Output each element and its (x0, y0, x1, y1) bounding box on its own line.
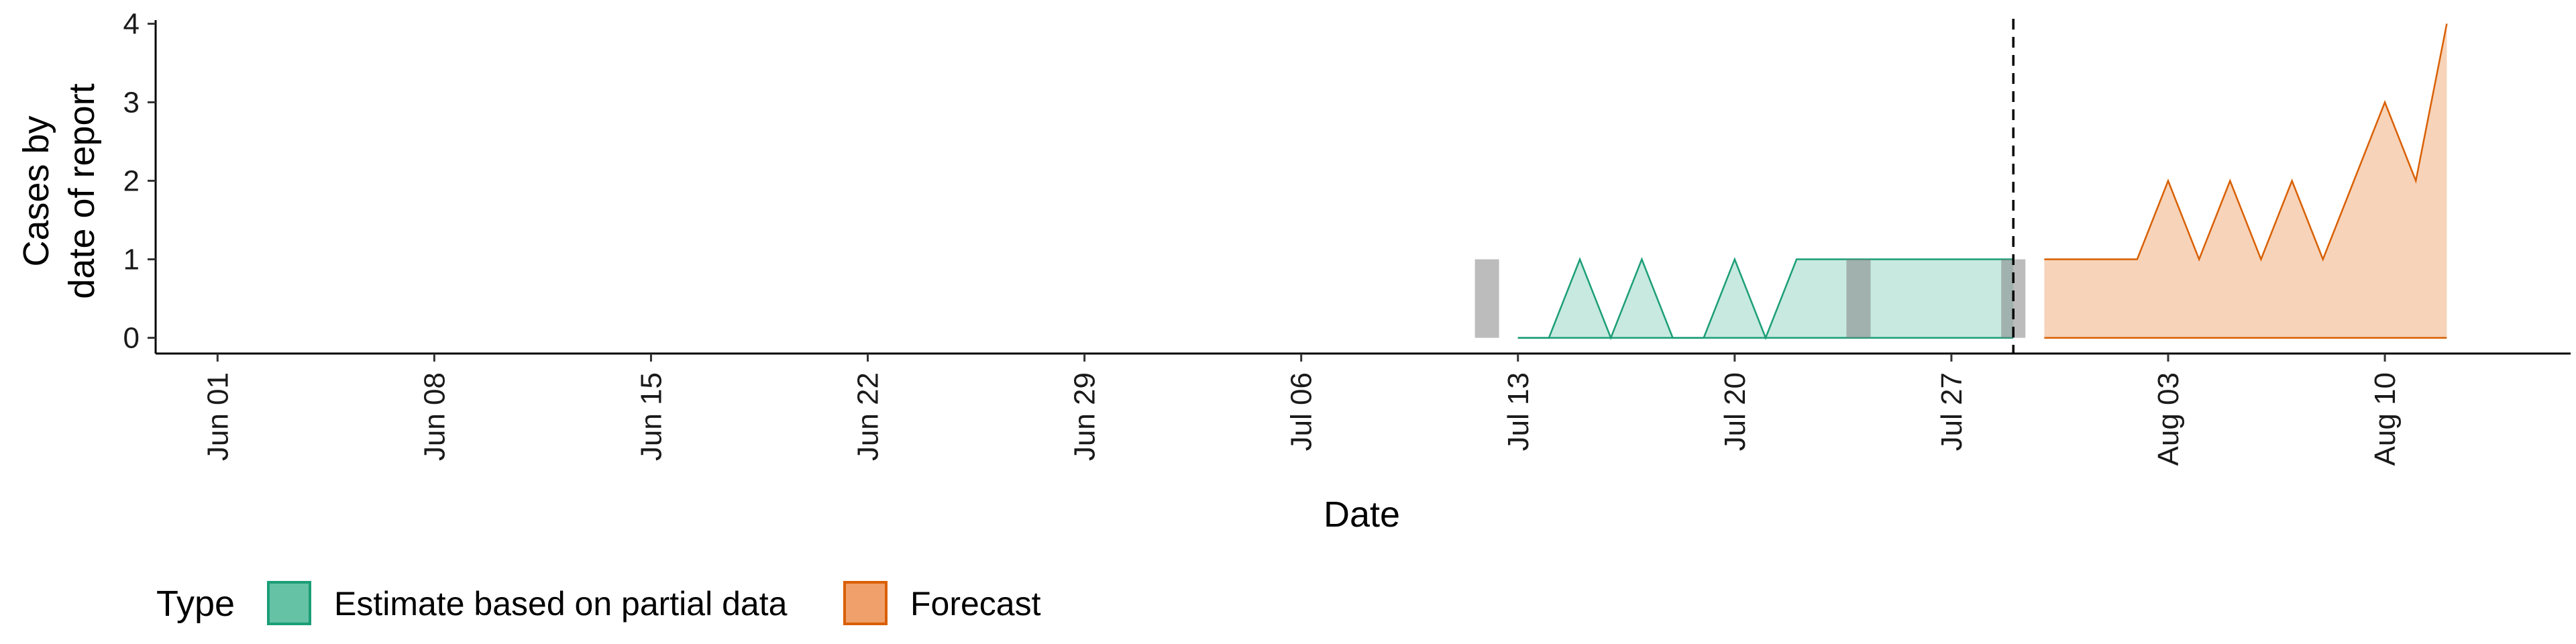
y-tick-label: 3 (123, 86, 140, 119)
grey-bar-1 (1846, 259, 1871, 338)
legend: Type Estimate based on partial data Fore… (156, 581, 1041, 625)
y-axis-title-line-1: Cases by (16, 115, 56, 266)
x-tick-label: Jul 27 (1935, 372, 1968, 451)
x-tick-label: Jul 20 (1719, 372, 1752, 451)
y-axis-title-line-2: date of report (62, 83, 102, 299)
series-area-0 (1517, 259, 2014, 338)
x-tick-label: Jun 15 (635, 372, 667, 461)
plot-area: 0 1 2 3 4 Jun 01 Jun 08 Jun 15 Jun 22 Jun 29 Jul 0… (123, 7, 2571, 466)
y-tick-label: 0 (123, 322, 140, 355)
x-tick-label: Aug 10 (2369, 372, 2402, 466)
series-line-1 (2044, 23, 2448, 262)
series-area-1 (2044, 23, 2447, 338)
x-tick-label: Jun 29 (1069, 372, 1102, 461)
x-tick-label: Jul 13 (1502, 372, 1535, 451)
x-axis-title: Date (1324, 494, 1400, 535)
legend-key-forecast (843, 581, 888, 625)
y-tick-label: 1 (123, 244, 140, 276)
legend-title: Type (156, 584, 235, 624)
x-tick-label: Aug 03 (2152, 372, 2185, 466)
x-tick-label: Jun 01 (201, 372, 234, 461)
legend-label-forecast: Forecast (910, 585, 1041, 623)
legend-label-estimate: Estimate based on partial data (334, 585, 788, 623)
y-tick-label: 2 (123, 165, 140, 198)
x-tick-label: Jun 08 (418, 372, 451, 461)
legend-key-estimate (267, 581, 311, 625)
y-axis-title: Cases by date of report (16, 83, 102, 299)
grey-bar-0 (1474, 259, 1499, 338)
y-tick-label: 4 (123, 7, 140, 40)
x-tick-label: Jul 06 (1285, 372, 1318, 451)
x-tick-label: Jun 22 (852, 372, 885, 461)
